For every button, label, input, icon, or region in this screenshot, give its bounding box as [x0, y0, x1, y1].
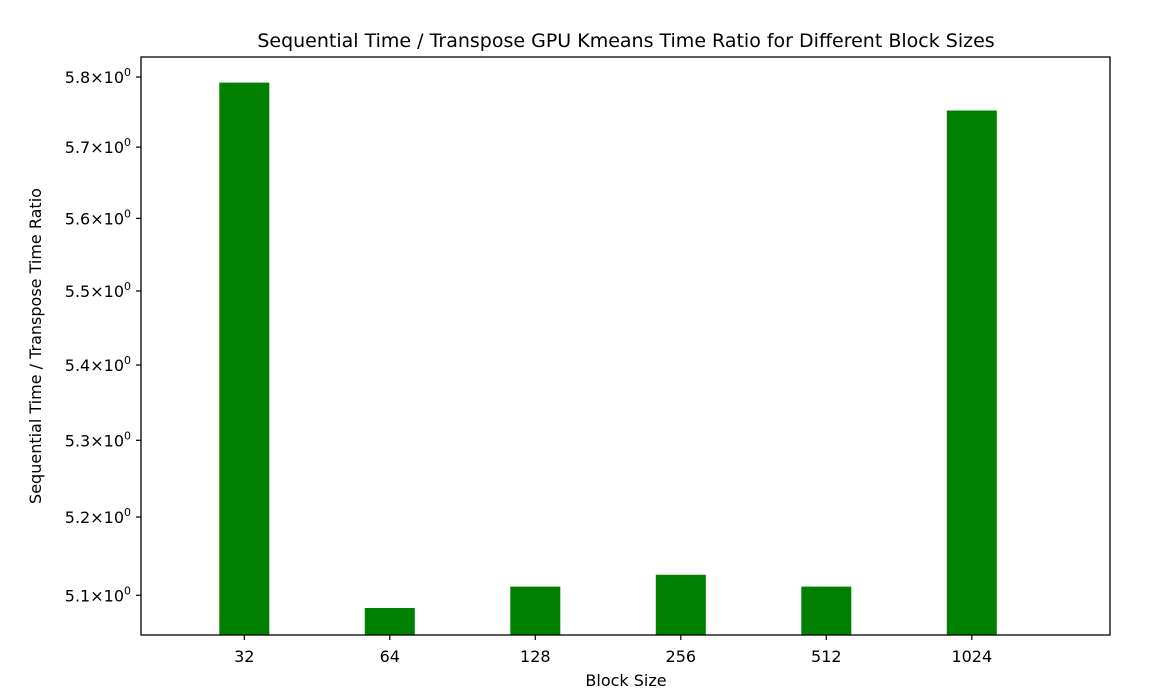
x-axis: 32 64 128 256 512 1024: [234, 635, 992, 666]
y-tick-mantissa: 5.1: [65, 586, 90, 605]
bars: [219, 82, 997, 636]
y-tick-base: 10: [104, 138, 124, 157]
bar-128: [510, 586, 561, 635]
y-tick-label: 5.8×100: [65, 66, 131, 87]
y-tick-exponent: 0: [124, 584, 131, 597]
y-axis-label: Sequential Time / Transpose Time Ratio: [26, 188, 45, 504]
x-tick-label: 64: [380, 647, 400, 666]
y-tick-label: 5.6×100: [65, 207, 131, 228]
y-tick-times: ×: [90, 586, 103, 605]
y-tick-exponent: 0: [124, 354, 131, 367]
y-tick-label: 5.7×100: [65, 136, 131, 157]
y-tick-mantissa: 5.2: [65, 508, 90, 527]
y-tick-exponent: 0: [124, 280, 131, 293]
y-tick-mantissa: 5.5: [65, 282, 90, 301]
x-tick-label: 1024: [951, 647, 992, 666]
y-tick-base: 10: [104, 209, 124, 228]
y-tick-label: 5.5×100: [65, 280, 131, 301]
bar-256: [655, 574, 706, 635]
y-tick-mantissa: 5.7: [65, 138, 90, 157]
y-tick-base: 10: [104, 431, 124, 450]
y-axis: 5.1×1005.2×1005.3×1005.4×1005.5×1005.6×1…: [65, 66, 141, 605]
y-tick-mantissa: 5.6: [65, 209, 90, 228]
y-tick-label: 5.4×100: [65, 354, 131, 375]
y-tick-exponent: 0: [124, 66, 131, 79]
chart-title: Sequential Time / Transpose GPU Kmeans T…: [257, 30, 994, 52]
x-tick-label: 128: [520, 647, 551, 666]
y-tick-base: 10: [104, 356, 124, 375]
y-tick-times: ×: [90, 209, 103, 228]
bar-1024: [946, 110, 997, 635]
y-tick-exponent: 0: [124, 207, 131, 220]
y-tick-base: 10: [104, 508, 124, 527]
y-tick-base: 10: [104, 68, 124, 87]
x-tick-label: 32: [234, 647, 254, 666]
y-tick-times: ×: [90, 282, 103, 301]
y-tick-times: ×: [90, 138, 103, 157]
x-tick-label: 512: [811, 647, 842, 666]
bar-512: [801, 586, 852, 635]
y-tick-exponent: 0: [124, 429, 131, 442]
y-tick-label: 5.2×100: [65, 506, 131, 527]
y-tick-base: 10: [104, 282, 124, 301]
y-tick-base: 10: [104, 586, 124, 605]
y-tick-mantissa: 5.3: [65, 431, 90, 450]
plot-frame: [140, 56, 1111, 636]
y-tick-times: ×: [90, 356, 103, 375]
x-tick-label: 256: [666, 647, 697, 666]
y-tick-times: ×: [90, 508, 103, 527]
y-tick-mantissa: 5.8: [65, 68, 90, 87]
x-axis-label: Block Size: [585, 671, 666, 690]
y-tick-exponent: 0: [124, 136, 131, 149]
bar-64: [364, 608, 415, 635]
bar-32: [219, 82, 270, 636]
y-tick-mantissa: 5.4: [65, 356, 90, 375]
y-tick-label: 5.1×100: [65, 584, 131, 605]
y-tick-times: ×: [90, 68, 103, 87]
y-tick-times: ×: [90, 431, 103, 450]
y-tick-exponent: 0: [124, 506, 131, 519]
y-tick-label: 5.3×100: [65, 429, 131, 450]
